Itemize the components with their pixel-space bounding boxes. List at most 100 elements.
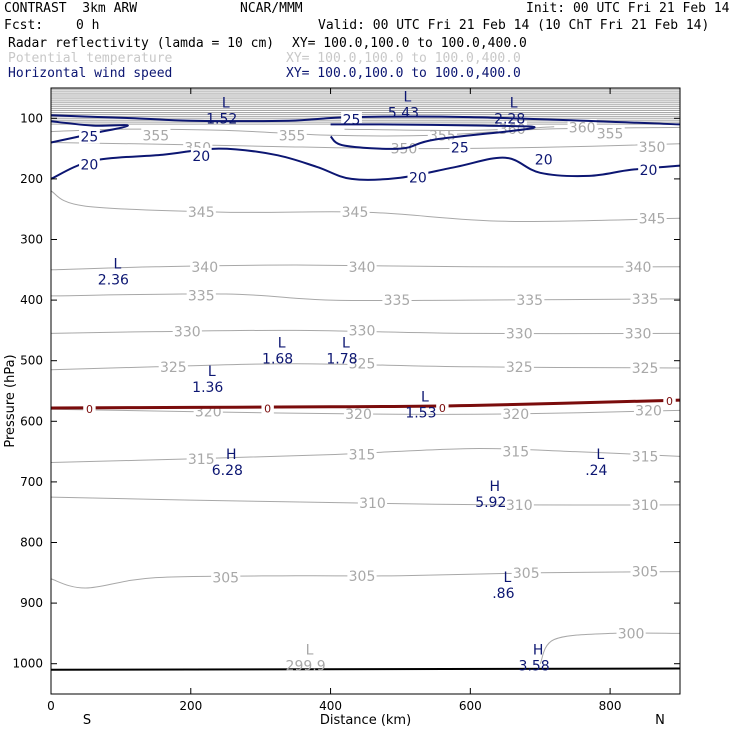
theta-label-305: 305 [513,566,540,582]
theta-label-315: 315 [349,448,376,464]
extrema-labels: L1.52L5.43L2.28L2.36L1.68L1.78L1.36L1.53… [98,89,608,674]
y-tick-label: 400 [20,293,43,307]
theta-label-330: 330 [625,326,652,342]
wind-label-20: 20 [640,163,658,179]
y-tick-label: 200 [20,172,43,186]
wind-label-20: 20 [81,157,99,173]
extremum-L: L [421,389,429,405]
extremum-value: 1.52 [206,111,237,127]
theta-contour-350 [50,142,681,150]
extremum-value: 6.28 [212,463,243,479]
theta-label-325: 325 [632,361,659,377]
theta-label-315: 315 [502,445,529,461]
y-tick-label: 600 [20,414,43,428]
wind-label-20-bg [533,151,555,167]
theta-label-305-bg [511,564,541,580]
theta-label-340: 340 [349,260,376,276]
theta-label-350: 350 [639,140,666,156]
theta-label-335: 335 [516,293,543,309]
theta-contour-345 [50,190,681,222]
theta-label-315-bg [186,450,216,466]
theta-label-355-bg [141,127,171,143]
theta-label-325-bg [504,358,534,374]
wind-label-25: 25 [81,129,99,145]
refl-contour-0 [50,398,681,410]
extremum-value: .86 [492,586,514,602]
theta-label-310-bg [504,496,534,512]
x-tick-label: 800 [599,699,622,713]
theta-label-305: 305 [349,569,376,585]
theta-label-315: 315 [188,452,215,468]
theta-label-300: 300 [618,626,645,642]
wind-contour-25 [329,123,536,150]
x-axis-label: Distance (km) [320,713,411,728]
theta-label-330: 330 [349,323,376,339]
theta-contours: 3553553553553503503503603603453453453403… [50,119,681,664]
wind-label-20: 20 [409,171,427,187]
extremum-L: L [510,95,518,111]
extremum-value: 2.36 [98,273,129,289]
theta-label-335-bg [630,290,660,306]
theta-label-335: 335 [384,293,411,309]
extremum-value: .24 [585,463,607,479]
theta-label-340-bg [347,258,377,274]
theta-label-310: 310 [506,498,533,514]
wind-label-20: 20 [535,153,553,169]
theta-label-340-bg [623,258,653,274]
x-tick-label: 600 [459,699,482,713]
theta-label-330: 330 [506,326,533,342]
refl-label-0: 0 [666,395,673,408]
theta-label-310-bg [357,495,388,511]
theta-contour-300 [539,632,681,664]
theta-contour-355 [50,126,681,137]
theta-label-335: 335 [632,292,659,308]
extremum-value: 2.28 [494,111,525,127]
theta-label-325-bg [158,358,188,374]
extremum-H: H [226,447,237,463]
theta-label-305: 305 [212,571,239,587]
wind-label-25-bg [341,111,362,127]
theta-label-355-bg [277,127,307,143]
x-tick-label: 400 [319,699,342,713]
theta-label-325-bg [630,359,660,375]
refl-label-0-bg [436,398,449,414]
wind-label-25-bg [449,139,471,155]
theta-label-315: 315 [632,449,659,465]
refl-label-0-bg [261,399,274,415]
extremum-value: 5.43 [388,105,419,121]
theta-label-305-bg [630,563,660,579]
extremum-H: H [490,479,501,495]
theta-label-310: 310 [632,498,659,514]
theta-label-320: 320 [635,403,662,419]
theta-label-305-bg [347,567,377,583]
center-name: NCAR/MMM [240,1,303,16]
theta-label-300-bg [616,625,646,641]
theta-label-345-bg [340,204,370,220]
theta-label-340: 340 [625,260,652,276]
theta-label-320-bg [343,406,374,422]
y-tick-label: 700 [20,475,43,489]
valid-time: Valid: 00 UTC Fri 21 Feb 14 (10 ChT Fri … [318,18,710,33]
theta-label-330: 330 [174,325,201,341]
theta-label-345: 345 [639,211,666,227]
y-tick-label: 100 [20,111,43,125]
theta-label-325: 325 [349,357,376,373]
theta-label-360: 360 [569,120,596,136]
theta-label-335: 335 [188,288,215,304]
extremum-value: 299.9 [286,659,326,675]
theta-label-330-bg [504,325,534,341]
y-axis-label: Pressure (hPa) [3,354,18,447]
extremum-L: L [222,95,230,111]
wind-label-20-bg [407,169,429,185]
init-time: Init: 00 UTC Fri 21 Feb 14 [526,1,730,16]
plot-frame [50,87,681,695]
theta-label-315-bg [630,448,660,464]
wind-label-25: 25 [343,113,361,129]
theta-contour-315 [50,448,681,463]
field1-name: Radar reflectivity (lamda = 10 cm) [8,36,275,51]
extremum-value: 3.58 [519,659,550,675]
extremum-L: L [278,335,286,351]
field2-xy: XY= 100.0,100.0 to 100.0,400.0 [286,51,521,66]
extremum-H: H [533,643,544,659]
extremum-value: 1.36 [192,380,223,396]
